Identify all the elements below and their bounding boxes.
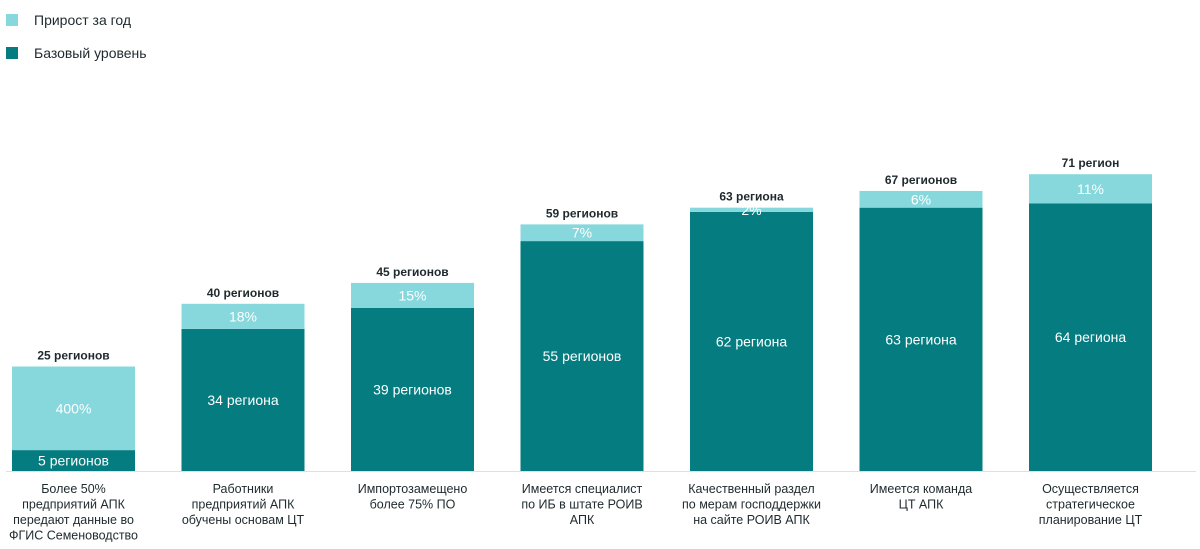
bar-base-label: 64 региона xyxy=(1055,329,1126,345)
bar-growth-label: 15% xyxy=(398,287,426,303)
bar-growth-label: 11% xyxy=(1077,181,1104,197)
bar-growth xyxy=(690,207,813,212)
bar-base-label: 63 региона xyxy=(885,331,956,347)
bar-base-label: 39 регионов xyxy=(373,381,452,397)
category-label: предприятий АПК xyxy=(192,498,296,512)
category-label: Имеется специалист xyxy=(522,482,643,496)
bar-growth xyxy=(351,282,474,308)
category-label: стратегическое xyxy=(1046,498,1135,512)
category-label: более 75% ПО xyxy=(370,498,456,512)
legend-item-growth: Прирост за год xyxy=(6,10,147,30)
bar-base xyxy=(181,328,305,471)
category-label: передают данные во xyxy=(13,513,134,527)
bar-growth-label: 2% xyxy=(741,202,761,218)
bar-base xyxy=(690,211,813,471)
legend-label-base: Базовый уровень xyxy=(34,45,147,61)
legend-swatch-growth xyxy=(6,14,18,26)
bar-growth-label: 400% xyxy=(56,400,92,416)
legend-label-growth: Прирост за год xyxy=(34,12,132,28)
category-label: обучены основам ЦТ xyxy=(182,513,305,527)
category-label: по ИБ в штате РОИВ xyxy=(521,498,642,512)
category-label: Работники xyxy=(213,482,274,496)
bar-base-label: 5 регионов xyxy=(38,453,109,469)
bar-base xyxy=(859,207,983,471)
category-label: на сайте РОИВ АПК xyxy=(693,513,810,527)
bar-base xyxy=(351,307,474,471)
category-label: Осуществляется xyxy=(1042,482,1139,496)
bar-total-label: 63 региона xyxy=(719,190,784,204)
legend-swatch-base xyxy=(6,47,18,59)
bar-growth xyxy=(859,190,983,208)
bar-growth xyxy=(1029,174,1152,204)
bar-base xyxy=(12,450,135,471)
bar-growth xyxy=(12,366,135,451)
bar-total-label: 67 регионов xyxy=(885,173,957,187)
bar-growth xyxy=(520,224,644,242)
bar-base-label: 55 регионов xyxy=(543,348,622,364)
category-label: Более 50% xyxy=(41,482,106,496)
bar-base-label: 62 региона xyxy=(716,333,787,349)
bar-growth-label: 6% xyxy=(911,191,931,207)
bar-growth-label: 7% xyxy=(572,225,592,241)
category-label: ЦТ АПК xyxy=(899,498,945,512)
bar-growth xyxy=(181,303,305,329)
bar-total-label: 71 регион xyxy=(1062,156,1120,170)
bar-base-label: 34 региона xyxy=(207,392,278,408)
bar-base xyxy=(1029,203,1152,472)
category-label: Импортозамещено xyxy=(358,482,468,496)
category-label: ФГИС Семеноводство xyxy=(9,529,138,543)
bar-total-label: 45 регионов xyxy=(376,265,448,279)
category-label: планирование ЦТ xyxy=(1039,513,1143,527)
legend: Прирост за год Базовый уровень xyxy=(6,10,147,76)
category-label: предприятий АПК xyxy=(22,498,126,512)
legend-item-base: Базовый уровень xyxy=(6,43,147,63)
bar-total-label: 40 регионов xyxy=(207,286,279,300)
category-label: Имеется команда xyxy=(870,482,972,496)
category-label: АПК xyxy=(570,513,595,527)
bar-growth-label: 18% xyxy=(229,308,257,324)
bar-total-label: 25 регионов xyxy=(37,349,109,363)
category-label: Качественный раздел xyxy=(688,482,814,496)
category-label: по мерам господдержки xyxy=(682,498,821,512)
bar-total-label: 59 регионов xyxy=(546,206,618,220)
bar-base xyxy=(520,241,644,471)
